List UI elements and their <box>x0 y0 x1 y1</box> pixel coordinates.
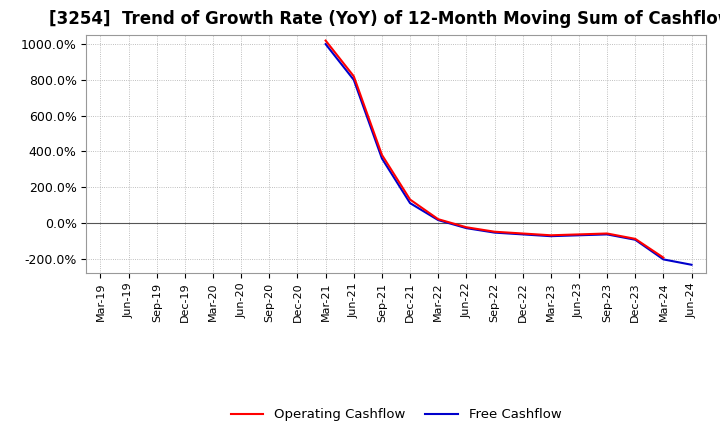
Operating Cashflow <box>349 73 358 79</box>
Operating Cashflow <box>434 216 443 222</box>
Operating Cashflow <box>321 38 330 43</box>
Operating Cashflow <box>406 197 415 202</box>
Free Cashflow <box>406 201 415 206</box>
Operating Cashflow <box>575 232 583 237</box>
Operating Cashflow <box>631 236 639 242</box>
Free Cashflow <box>490 230 499 235</box>
Free Cashflow <box>659 257 667 262</box>
Operating Cashflow <box>546 233 555 238</box>
Operating Cashflow <box>490 229 499 235</box>
Free Cashflow <box>631 237 639 242</box>
Line: Operating Cashflow: Operating Cashflow <box>325 40 663 257</box>
Free Cashflow <box>462 225 471 231</box>
Free Cashflow <box>377 156 386 161</box>
Free Cashflow <box>434 217 443 223</box>
Operating Cashflow <box>518 231 527 236</box>
Operating Cashflow <box>603 231 611 236</box>
Title: [3254]  Trend of Growth Rate (YoY) of 12-Month Moving Sum of Cashflows: [3254] Trend of Growth Rate (YoY) of 12-… <box>49 10 720 28</box>
Free Cashflow <box>321 41 330 47</box>
Operating Cashflow <box>659 255 667 260</box>
Free Cashflow <box>575 233 583 238</box>
Free Cashflow <box>518 232 527 237</box>
Free Cashflow <box>603 232 611 237</box>
Free Cashflow <box>349 77 358 83</box>
Line: Free Cashflow: Free Cashflow <box>325 44 691 265</box>
Free Cashflow <box>687 262 696 268</box>
Free Cashflow <box>546 234 555 239</box>
Legend: Operating Cashflow, Free Cashflow: Operating Cashflow, Free Cashflow <box>225 403 567 426</box>
Operating Cashflow <box>462 224 471 230</box>
Operating Cashflow <box>377 152 386 158</box>
